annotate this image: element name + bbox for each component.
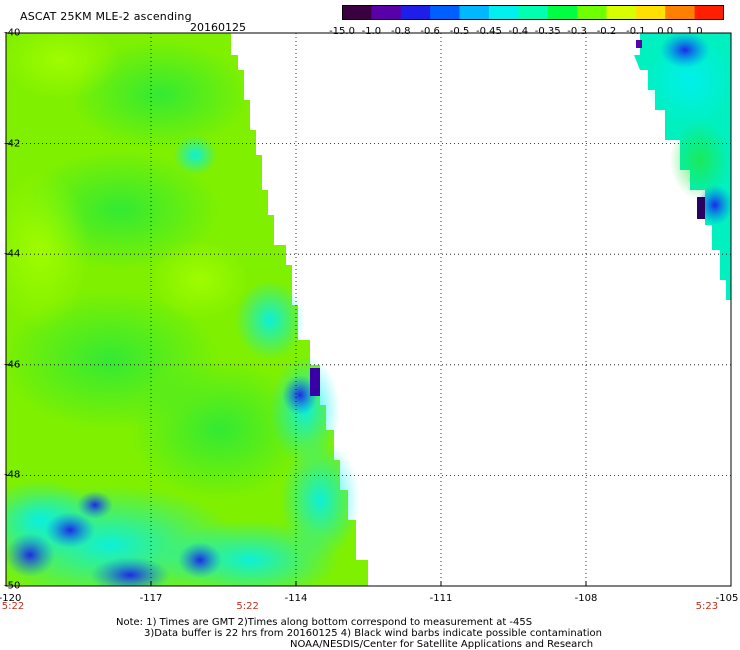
colorbar-swatch xyxy=(488,5,519,20)
colorbar-label: -0.45 xyxy=(475,26,502,37)
colorbar-label: -0.5 xyxy=(449,26,470,37)
lat-label: -42 xyxy=(4,138,21,150)
colorbar-label: -0.6 xyxy=(420,26,440,37)
lat-label: -40 xyxy=(4,27,21,39)
colorbar-label: -0.3 xyxy=(567,26,587,37)
purple-cell xyxy=(310,368,320,396)
lon-label: -114 xyxy=(284,593,308,604)
colorbar-label: -0.2 xyxy=(596,26,617,37)
colorbar-swatch xyxy=(547,5,578,20)
colorbar-label: -0.35 xyxy=(534,26,561,37)
colorbar-swatch xyxy=(371,5,402,20)
colorbar-label: -0.8 xyxy=(391,26,411,37)
colorbar-swatch xyxy=(606,5,637,20)
lon-label: -117 xyxy=(139,593,163,604)
plot-frame xyxy=(5,32,732,587)
colorbar-swatch xyxy=(518,5,549,20)
colorbar-swatch xyxy=(459,5,490,20)
lat-label: -48 xyxy=(4,469,21,481)
lat-label: -46 xyxy=(4,359,21,371)
colorbar-label: 0.0 xyxy=(657,26,674,37)
colorbar-label: -0.4 xyxy=(508,26,529,37)
tick-marks xyxy=(5,32,732,587)
lon-label: -111 xyxy=(429,593,453,604)
colorbar-swatch xyxy=(577,5,607,20)
note-line-2: 3)Data buffer is 22 hrs from 20160125 4)… xyxy=(144,628,602,639)
colorbar-swatch xyxy=(665,5,696,20)
colorbar-label: -1.0 xyxy=(361,26,382,37)
colorbar-swatch xyxy=(342,5,372,20)
colorbar-swatch xyxy=(400,5,431,20)
time-label: 5:22 xyxy=(236,601,259,612)
colorbar-swatch xyxy=(430,5,461,20)
note-line-1: Note: 1) Times are GMT 2)Times along bot… xyxy=(116,617,533,628)
colorbar-label: 1.0 xyxy=(686,26,703,37)
map-title: ASCAT 25KM MLE-2 ascending xyxy=(20,10,192,23)
colorbar-swatch xyxy=(635,5,666,20)
swath-layer xyxy=(6,33,731,586)
colorbar-label: -15.0 xyxy=(329,26,355,37)
colorbar-labels: -15.0 -1.0 -0.8 -0.6 -0.5 -0.45 -0.4 -0.35 -0.3-… xyxy=(329,26,730,38)
lon-label: -105 xyxy=(715,593,739,604)
notes-block: Note: 1) Times are GMT 2)Times along bot… xyxy=(116,617,602,650)
colorbar-label: -0.1 xyxy=(626,26,646,37)
colorbar-swatch xyxy=(694,5,724,20)
lon-label: -120 xyxy=(0,593,22,604)
colorbar xyxy=(342,5,724,20)
lon-label: -108 xyxy=(574,593,598,604)
credit-line: NOAA/NESDIS/Center for Satellite Applica… xyxy=(290,639,594,650)
purple-cell-east xyxy=(697,197,705,219)
colorbar-frame xyxy=(342,5,724,20)
grid-lines xyxy=(6,33,731,586)
lat-label: -44 xyxy=(4,248,21,260)
map-date: 20160125 xyxy=(190,21,246,34)
time-label: 5:22 xyxy=(1,601,25,612)
lat-label: -50 xyxy=(4,580,21,592)
time-label: 5:23 xyxy=(695,601,719,612)
